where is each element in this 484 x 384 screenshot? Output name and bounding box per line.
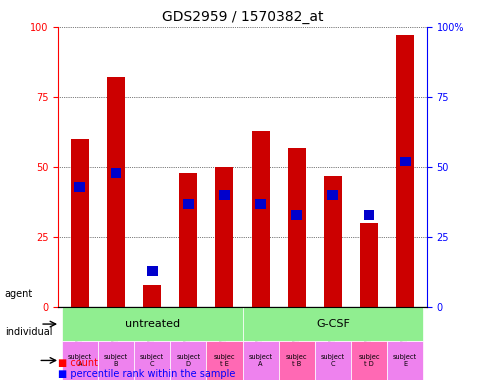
Bar (395, 35, 413, 308)
FancyBboxPatch shape (242, 308, 423, 341)
FancyBboxPatch shape (242, 341, 278, 380)
Text: subjec
t D: subjec t D (358, 354, 379, 367)
FancyBboxPatch shape (314, 341, 350, 380)
FancyBboxPatch shape (170, 341, 206, 380)
Text: subject
D: subject D (176, 354, 200, 367)
Text: individual: individual (5, 327, 52, 337)
Bar (107, 77, 125, 308)
FancyBboxPatch shape (350, 341, 386, 380)
Bar (291, 210, 302, 220)
FancyBboxPatch shape (206, 341, 242, 380)
Text: subject
C: subject C (140, 354, 164, 367)
Text: subject
A: subject A (68, 354, 92, 367)
Bar (75, 182, 85, 192)
Text: subjec
t B: subjec t B (286, 354, 307, 367)
Bar (147, 266, 157, 276)
Text: subject
A: subject A (248, 354, 272, 367)
Bar (219, 190, 229, 200)
Text: untreated: untreated (124, 319, 180, 329)
Bar (255, 199, 265, 209)
Bar (143, 285, 161, 308)
FancyBboxPatch shape (61, 341, 98, 380)
Bar (399, 157, 409, 166)
Bar (110, 168, 121, 178)
Text: subject
E: subject E (392, 354, 416, 367)
Bar (363, 210, 374, 220)
FancyBboxPatch shape (386, 341, 423, 380)
FancyBboxPatch shape (98, 341, 134, 380)
Bar (179, 173, 197, 308)
Bar (251, 131, 269, 308)
FancyBboxPatch shape (61, 308, 242, 341)
Text: subjec
t E: subjec t E (213, 354, 235, 367)
Bar (327, 190, 337, 200)
Text: ■ percentile rank within the sample: ■ percentile rank within the sample (58, 369, 235, 379)
Text: ■ count: ■ count (58, 358, 98, 368)
Text: G-CSF: G-CSF (315, 319, 349, 329)
Bar (323, 175, 341, 308)
Text: subject
C: subject C (320, 354, 344, 367)
Bar (287, 147, 305, 308)
Text: subject
B: subject B (104, 354, 128, 367)
FancyBboxPatch shape (134, 341, 170, 380)
FancyBboxPatch shape (278, 341, 314, 380)
Bar (71, 139, 89, 308)
Bar (215, 167, 233, 308)
Bar (359, 223, 377, 308)
Text: agent: agent (5, 289, 33, 299)
Title: GDS2959 / 1570382_at: GDS2959 / 1570382_at (162, 10, 322, 25)
Bar (182, 199, 193, 209)
